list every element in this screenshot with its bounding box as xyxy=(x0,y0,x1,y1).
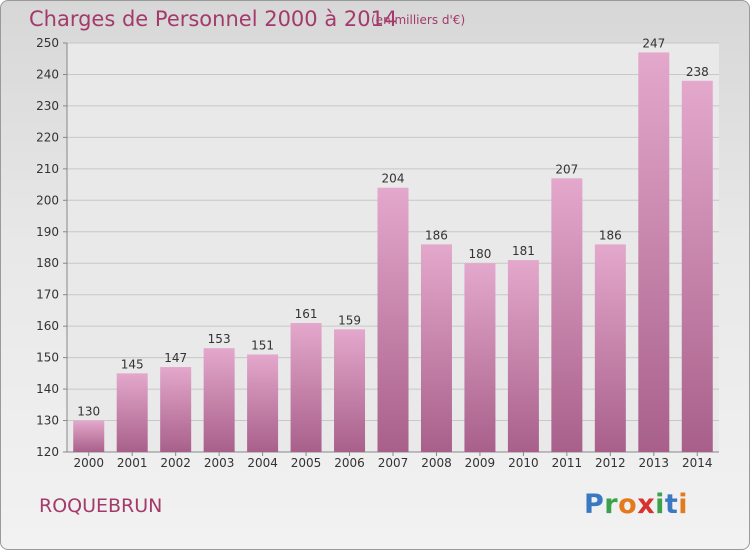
bar-2008 xyxy=(420,244,452,452)
value-label-2007: 204 xyxy=(382,172,405,186)
value-label-2011: 207 xyxy=(555,162,578,176)
value-label-2003: 153 xyxy=(208,332,231,346)
logo-letter: r xyxy=(604,489,619,520)
y-tick-label: 210 xyxy=(36,162,59,176)
x-tick-label-2000: 2000 xyxy=(73,456,104,470)
bar-2011 xyxy=(551,178,583,453)
y-tick-label: 160 xyxy=(36,319,59,333)
x-tick-label-2009: 2009 xyxy=(465,456,496,470)
proxiti-logo[interactable]: Proxiti xyxy=(584,489,688,520)
bar-2001 xyxy=(116,373,148,452)
x-tick-label-2008: 2008 xyxy=(421,456,452,470)
x-tick-label-2007: 2007 xyxy=(378,456,409,470)
x-tick-label-2001: 2001 xyxy=(117,456,148,470)
y-tick-label: 170 xyxy=(36,288,59,302)
value-label-2006: 159 xyxy=(338,313,361,327)
y-tick-label: 200 xyxy=(36,193,59,207)
value-label-2008: 186 xyxy=(425,228,448,242)
y-tick-label: 150 xyxy=(36,351,59,365)
x-tick-label-2005: 2005 xyxy=(291,456,322,470)
chart-units: (en milliers d'€) xyxy=(371,13,466,27)
logo-letter: i xyxy=(655,489,665,520)
bar-2014 xyxy=(681,80,713,452)
bar-2013 xyxy=(638,52,670,452)
y-tick-label: 190 xyxy=(36,225,59,239)
bar-2012 xyxy=(594,244,626,452)
value-label-2005: 161 xyxy=(295,307,318,321)
x-tick-label-2006: 2006 xyxy=(334,456,365,470)
value-label-2013: 247 xyxy=(642,36,665,50)
logo-letter: P xyxy=(584,489,605,520)
logo-letter: o xyxy=(618,489,638,520)
x-tick-label-2010: 2010 xyxy=(508,456,539,470)
value-label-2009: 180 xyxy=(468,247,491,261)
value-label-2001: 145 xyxy=(121,357,144,371)
bar-2010 xyxy=(507,260,539,452)
bar-2009 xyxy=(464,263,496,452)
x-tick-label-2003: 2003 xyxy=(204,456,235,470)
bar-2002 xyxy=(160,367,192,452)
value-label-2012: 186 xyxy=(599,228,622,242)
bar-2005 xyxy=(290,323,322,452)
y-tick-label: 140 xyxy=(36,382,59,396)
logo-letter: t xyxy=(664,489,679,520)
x-tick-label-2011: 2011 xyxy=(552,456,583,470)
x-tick-label-2004: 2004 xyxy=(247,456,278,470)
bar-2007 xyxy=(377,187,409,452)
y-tick-label: 220 xyxy=(36,130,59,144)
town-name: ROQUEBRUN xyxy=(39,495,163,517)
y-tick-label: 120 xyxy=(36,445,59,459)
bar-layer xyxy=(73,52,713,453)
bar-2004 xyxy=(247,354,279,452)
y-tick-label: 180 xyxy=(36,256,59,270)
y-tick-label: 240 xyxy=(36,67,59,81)
x-tick-label-2002: 2002 xyxy=(160,456,191,470)
logo-letter: x xyxy=(637,489,656,520)
chart-title: Charges de Personnel 2000 à 2014 xyxy=(29,7,398,31)
bar-2006 xyxy=(334,329,366,452)
label-layer: 130 145 147 153 151 161 159 204 186 180 181 207 186 2… xyxy=(77,36,708,418)
logo-letter: i xyxy=(678,489,689,520)
y-tick-label: 130 xyxy=(36,414,59,428)
x-tick-label-2012: 2012 xyxy=(595,456,626,470)
value-label-2014: 238 xyxy=(686,65,709,79)
value-label-2010: 181 xyxy=(512,244,535,258)
value-label-2002: 147 xyxy=(164,351,187,365)
x-tick-label-2013: 2013 xyxy=(639,456,670,470)
value-label-2004: 151 xyxy=(251,338,274,352)
bar-2003 xyxy=(203,348,235,452)
value-label-2000: 130 xyxy=(77,405,100,419)
y-tick-label: 250 xyxy=(36,36,59,50)
y-tick-label: 230 xyxy=(36,99,59,113)
x-tick-label-2014: 2014 xyxy=(682,456,713,470)
bar-2000 xyxy=(73,420,105,452)
